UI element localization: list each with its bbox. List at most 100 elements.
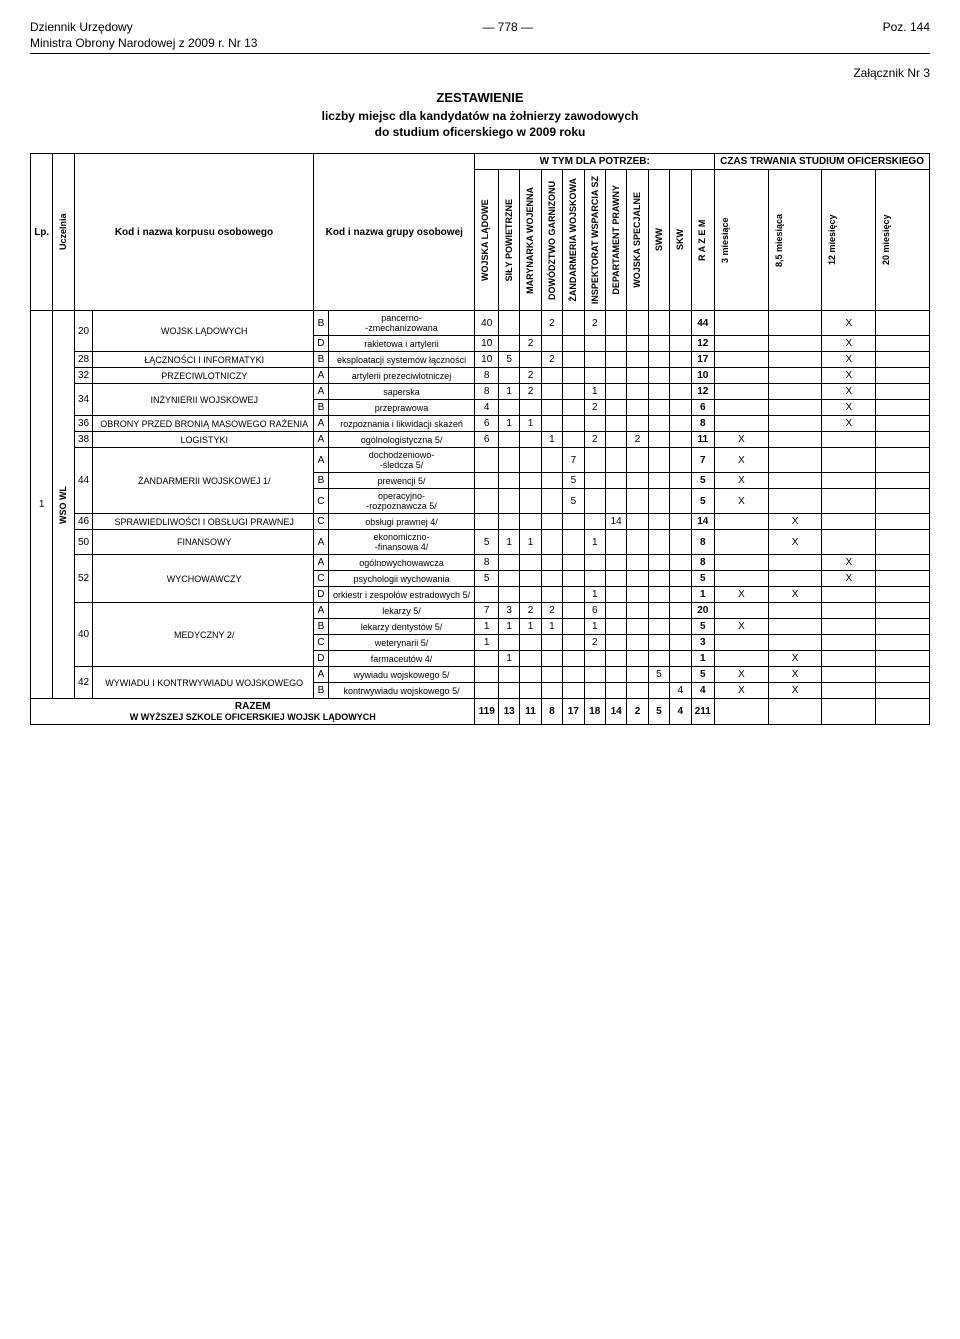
header-left-line2: Ministra Obrony Narodowej z 2009 r. Nr 1…	[30, 36, 930, 50]
data-cell	[498, 336, 519, 352]
data-cell	[715, 530, 769, 555]
data-cell	[768, 384, 822, 400]
data-cell: X	[768, 587, 822, 603]
data-cell: 10	[475, 336, 499, 352]
data-cell	[670, 400, 691, 416]
data-cell	[648, 683, 669, 699]
data-cell	[605, 667, 626, 683]
data-cell	[670, 635, 691, 651]
korpus-name: WYCHOWAWCZY	[93, 555, 314, 603]
data-cell	[541, 683, 562, 699]
razem-cell	[768, 699, 822, 725]
data-cell	[648, 432, 669, 448]
table-row: 40MEDYCZNY 2/Alekarzy 5/7322620	[31, 603, 930, 619]
data-cell: X	[768, 530, 822, 555]
data-cell	[648, 336, 669, 352]
data-cell	[648, 368, 669, 384]
data-cell	[876, 311, 930, 336]
col-c8: WOJSKA SPECJALNE	[627, 170, 648, 311]
data-cell: 5	[648, 667, 669, 683]
data-cell	[498, 587, 519, 603]
data-cell	[670, 489, 691, 514]
grupa-name: weterynarii 5/	[328, 635, 475, 651]
data-cell: 11	[691, 432, 715, 448]
data-cell	[822, 619, 876, 635]
lp-cell: 1	[31, 311, 53, 699]
korpus-name: OBRONY PRZED BRONIĄ MASOWEGO RAŻENIA	[93, 416, 314, 432]
data-cell	[627, 416, 648, 432]
data-cell	[715, 603, 769, 619]
col-grupa: Kod i nazwa grupy osobowej	[314, 154, 475, 311]
data-cell	[498, 311, 519, 336]
data-cell: 1	[541, 432, 562, 448]
data-cell	[584, 368, 605, 384]
data-cell	[541, 514, 562, 530]
data-cell	[475, 489, 499, 514]
data-cell: 2	[541, 352, 562, 368]
data-cell	[876, 667, 930, 683]
data-cell: 5	[691, 571, 715, 587]
data-cell	[822, 603, 876, 619]
data-cell	[715, 311, 769, 336]
data-cell	[715, 336, 769, 352]
table-row: 46SPRAWIEDLIWOŚCI I OBSŁUGI PRAWNEJCobsł…	[31, 514, 930, 530]
data-cell: 14	[691, 514, 715, 530]
data-cell	[520, 489, 541, 514]
grupa-code: A	[314, 368, 329, 384]
data-cell: 3	[498, 603, 519, 619]
group-czas: CZAS TRWANIA STUDIUM OFICERSKIEGO	[715, 154, 930, 170]
table-row: 38LOGISTYKIAogólnologistyczna 5/612211X	[31, 432, 930, 448]
grupa-code: C	[314, 514, 329, 530]
korpus-code: 52	[74, 555, 92, 603]
data-cell	[876, 603, 930, 619]
data-cell	[648, 587, 669, 603]
data-cell: 8	[691, 555, 715, 571]
grupa-code: B	[314, 473, 329, 489]
data-cell: 1	[475, 619, 499, 635]
doc-title: ZESTAWIENIE	[30, 90, 930, 105]
data-cell	[605, 400, 626, 416]
col-c7: DEPARTAMENT PRAWNY	[605, 170, 626, 311]
uczelnia-cell: WSO WL	[53, 311, 74, 699]
grupa-name: ogólnowychowawcza	[328, 555, 475, 571]
data-cell: 5	[563, 473, 584, 489]
data-cell	[768, 352, 822, 368]
korpus-code: 20	[74, 311, 92, 352]
data-cell	[627, 384, 648, 400]
data-cell	[648, 416, 669, 432]
data-cell	[670, 555, 691, 571]
data-cell	[563, 311, 584, 336]
data-cell	[627, 683, 648, 699]
data-cell	[876, 587, 930, 603]
data-cell: 1	[498, 651, 519, 667]
data-cell	[670, 384, 691, 400]
korpus-name: WOJSK LĄDOWYCH	[93, 311, 314, 352]
data-cell	[822, 651, 876, 667]
data-cell	[768, 400, 822, 416]
razem-cell	[822, 699, 876, 725]
grupa-code: A	[314, 555, 329, 571]
data-cell: 2	[627, 432, 648, 448]
data-cell	[498, 571, 519, 587]
data-cell	[475, 448, 499, 473]
data-cell: 6	[691, 400, 715, 416]
data-cell	[670, 571, 691, 587]
data-cell: 12	[691, 384, 715, 400]
korpus-code: 50	[74, 530, 92, 555]
data-cell	[648, 473, 669, 489]
korpus-name: PRZECIWLOTNICZY	[93, 368, 314, 384]
data-cell: 7	[475, 603, 499, 619]
data-cell	[822, 587, 876, 603]
data-cell: 4	[670, 683, 691, 699]
page: Dziennik Urzędowy — 778 — Poz. 144 Minis…	[0, 0, 960, 745]
razem-cell: 11	[520, 699, 541, 725]
data-cell	[768, 473, 822, 489]
data-cell	[648, 448, 669, 473]
grupa-name: farmaceutów 4/	[328, 651, 475, 667]
data-cell	[475, 651, 499, 667]
grupa-code: A	[314, 530, 329, 555]
doc-header: Dziennik Urzędowy — 778 — Poz. 144	[30, 20, 930, 34]
data-cell: 8	[691, 416, 715, 432]
data-cell: 1	[520, 530, 541, 555]
data-cell: X	[715, 489, 769, 514]
